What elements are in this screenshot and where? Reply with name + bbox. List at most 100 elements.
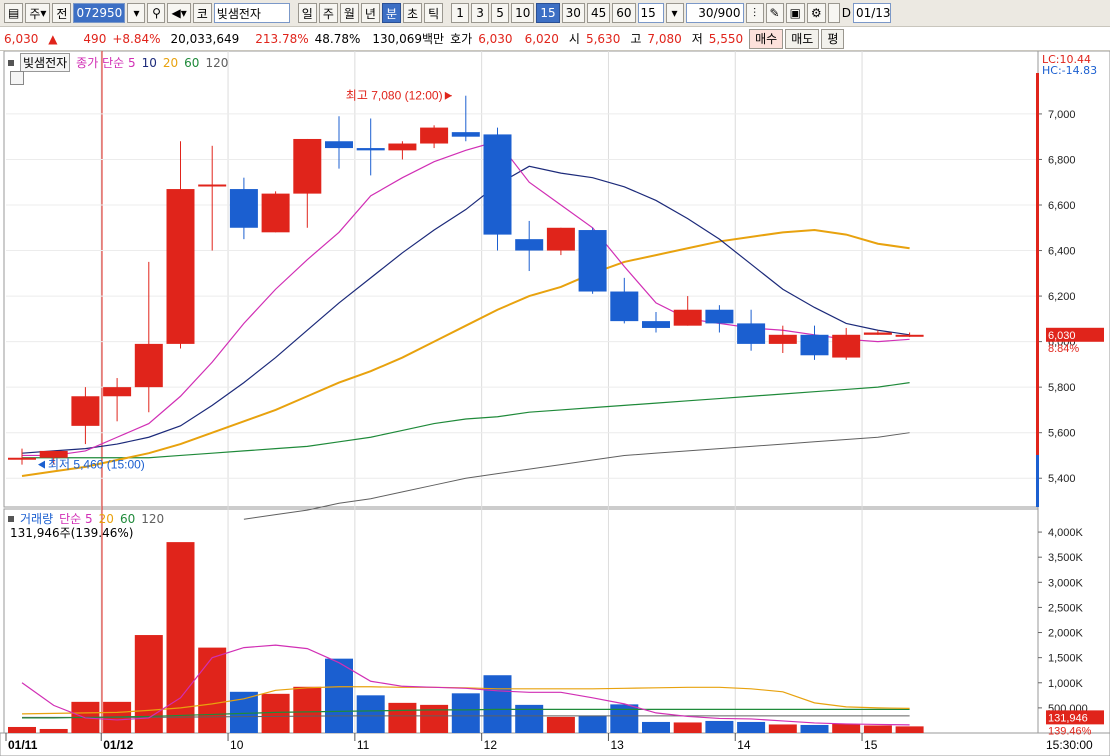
volume-ma60-line — [22, 708, 910, 719]
price-change: 490 — [83, 31, 107, 46]
ma120-line — [243, 432, 910, 520]
low-label: 저 — [691, 32, 703, 46]
volume-legend-ma20[interactable]: 20 — [98, 511, 114, 526]
eval-button[interactable]: 평 — [821, 28, 845, 49]
price-tick-label-0: 7,000 — [1048, 109, 1076, 121]
market-label[interactable]: 코 — [192, 3, 212, 23]
candle-body-23 — [737, 323, 766, 344]
candle-body-16 — [515, 239, 544, 251]
timeframe-week[interactable]: 주 — [318, 3, 338, 23]
interval-3[interactable]: 3 — [471, 3, 490, 23]
legend-marker-icon — [8, 59, 14, 66]
interval-1[interactable]: 1 — [451, 3, 470, 23]
volume-current-tag-bg — [1046, 710, 1104, 725]
stock-name-field[interactable]: 빛샘전자 — [213, 3, 290, 23]
volume-bar-22 — [705, 720, 734, 733]
interval-10[interactable]: 10 — [511, 3, 535, 23]
candle-body-19 — [610, 291, 639, 322]
hc-range-bar — [1036, 455, 1039, 507]
ma60-line — [22, 382, 910, 459]
price-legend-ma120[interactable]: 120 — [205, 55, 229, 70]
chart-svg[interactable]: 7,0006,8006,6006,4006,2006,0005,8005,600… — [0, 51, 1110, 756]
volume-bar-0 — [8, 726, 36, 733]
interval-dropdown-icon[interactable]: ▾ — [665, 3, 684, 23]
trade-volume: 20,033,649 — [170, 31, 240, 46]
candle-body-2 — [71, 396, 100, 426]
stock-code-input[interactable]: 072950 — [73, 3, 126, 23]
current-price-tag: 6,030 — [1048, 330, 1076, 342]
x-tick-label-2: 10 — [230, 738, 244, 752]
code-dropdown-icon[interactable]: ▾ — [127, 3, 146, 23]
interval-5[interactable]: 5 — [491, 3, 510, 23]
x-tick-label-6: 14 — [737, 738, 751, 752]
timeframe-minute[interactable]: 분 — [381, 3, 402, 23]
volume-ma120-line — [22, 715, 910, 718]
period-button[interactable]: 전 — [52, 3, 72, 23]
volume-bar-10 — [325, 658, 353, 733]
price-legend-ma60[interactable]: 60 — [184, 55, 200, 70]
timeframe-year[interactable]: 년 — [360, 3, 380, 23]
chart-type-icon[interactable]: ▤ — [4, 3, 24, 23]
market-type-select[interactable]: 주 ▾ — [25, 3, 51, 23]
price-legend-ma10[interactable]: 10 — [141, 55, 157, 70]
timeframe-month[interactable]: 월 — [339, 3, 359, 23]
volume-bar-5 — [166, 542, 195, 733]
price-legend-name[interactable]: 빛샘전자 — [20, 53, 71, 72]
candle-settings-icon[interactable]: ⫶ — [745, 3, 764, 23]
volume-tick-label-1: 3,500K — [1048, 552, 1084, 564]
search-icon[interactable]: ⚲ — [147, 3, 166, 23]
date-field[interactable]: 01/13 — [852, 3, 891, 23]
chart-area[interactable]: 7,000 6,800 6,600 6,400 6,200 6,000 5,800 5,600… — [0, 51, 1110, 756]
volume-bar-9 — [293, 686, 322, 733]
x-tick-label-7: 15 — [864, 738, 878, 752]
date-checkbox[interactable] — [827, 3, 840, 23]
volume-legend-name[interactable]: 거래량 — [20, 512, 54, 526]
low-annotation: 최저 5,460 (15:00) — [48, 458, 145, 472]
candle-body-17 — [546, 227, 575, 251]
price-legend-ma20[interactable]: 20 — [162, 55, 179, 70]
volume-bar-13 — [420, 704, 449, 733]
timeframe-tick[interactable]: 틱 — [424, 3, 444, 23]
speaker-icon[interactable]: ◀▾ — [167, 3, 191, 23]
volume-legend-ma120[interactable]: 120 — [141, 511, 165, 526]
volume-bar-28 — [895, 726, 924, 733]
volume-legend-ma60[interactable]: 60 — [119, 511, 136, 526]
price-value: 6,030 — [4, 31, 39, 46]
sell-button[interactable]: 매도 — [785, 28, 820, 49]
volume-legend-ma5[interactable]: 단순 5 — [59, 512, 93, 526]
volume-bar-23 — [737, 721, 766, 733]
volume-bar-12 — [388, 702, 417, 733]
price-tick-label-1: 6,800 — [1048, 154, 1076, 166]
volume-bar-18 — [578, 715, 607, 733]
ma20-line — [21, 229, 910, 477]
volume-bar-26 — [832, 723, 861, 733]
timeframe-day[interactable]: 일 — [297, 3, 317, 23]
volume-bar-20 — [642, 721, 670, 733]
volume-ma5-line — [21, 644, 910, 726]
data-count-field[interactable]: 30/900 — [685, 3, 744, 23]
volume-bar-1 — [39, 728, 68, 733]
chart-grid-icon[interactable] — [10, 71, 24, 85]
buy-button[interactable]: 매수 — [749, 28, 784, 49]
interval-60[interactable]: 60 — [612, 3, 636, 23]
candle-body-1 — [39, 450, 68, 458]
volume-bar-21 — [673, 722, 702, 733]
volume-bar-24 — [768, 724, 797, 733]
price-tick-label-6: 5,800 — [1048, 382, 1076, 394]
interval-15[interactable]: 15 — [536, 3, 560, 23]
price-legend-ma5[interactable]: 종가 단순 5 — [76, 56, 136, 70]
interval-45[interactable]: 45 — [586, 3, 611, 23]
gear-icon[interactable]: ⚙ — [806, 3, 826, 23]
volume-bar-17 — [546, 716, 575, 733]
interval-input[interactable]: 15 — [637, 3, 664, 23]
candle-body-20 — [642, 321, 670, 328]
save-icon[interactable]: ▣ — [785, 3, 805, 23]
x-tick-label-5: 13 — [610, 738, 624, 752]
high-price: 7,080 — [647, 31, 682, 46]
interval-30[interactable]: 30 — [561, 3, 585, 23]
volume-bar-8 — [261, 693, 290, 733]
timeframe-second[interactable]: 초 — [403, 3, 423, 23]
price-legend: 빛샘전자 종가 단순 5 10 20 60 120 — [8, 53, 228, 72]
price-tick-label-3: 6,400 — [1048, 246, 1076, 258]
drawing-tool-icon[interactable]: ✎ — [765, 3, 784, 23]
